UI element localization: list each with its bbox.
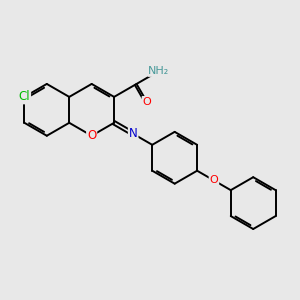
- Text: N: N: [129, 127, 137, 140]
- Text: Cl: Cl: [19, 90, 30, 104]
- Text: NH₂: NH₂: [148, 66, 169, 76]
- Text: O: O: [142, 97, 151, 107]
- Text: O: O: [87, 129, 96, 142]
- Text: O: O: [210, 176, 218, 185]
